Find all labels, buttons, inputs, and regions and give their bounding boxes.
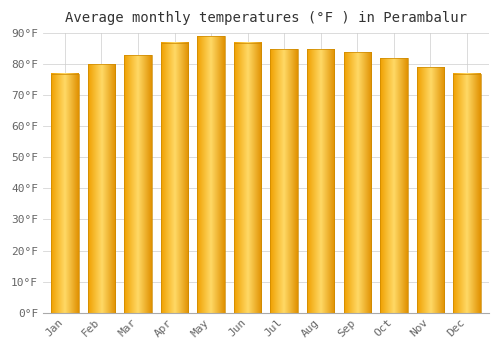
- Bar: [234, 43, 262, 313]
- Bar: [307, 49, 334, 313]
- Bar: [416, 67, 444, 313]
- Bar: [344, 52, 371, 313]
- Bar: [380, 58, 407, 313]
- Bar: [51, 74, 78, 313]
- Bar: [124, 55, 152, 313]
- Bar: [88, 64, 115, 313]
- Bar: [198, 36, 225, 313]
- Bar: [270, 49, 298, 313]
- Title: Average monthly temperatures (°F ) in Perambalur: Average monthly temperatures (°F ) in Pe…: [65, 11, 467, 25]
- Bar: [454, 74, 480, 313]
- Bar: [161, 43, 188, 313]
